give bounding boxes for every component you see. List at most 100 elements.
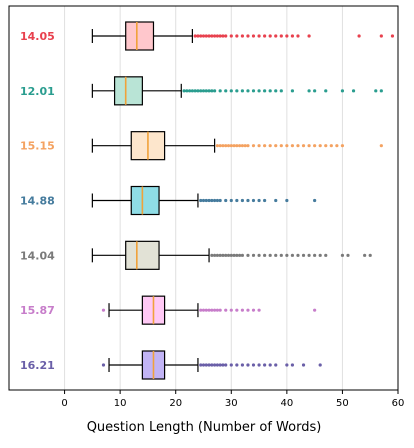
outlier-point [218, 253, 222, 257]
outlier-point [199, 363, 203, 367]
outlier-point [257, 144, 261, 148]
outlier-point [235, 198, 239, 203]
outlier-point [279, 89, 283, 93]
outlier-point [215, 253, 219, 257]
outlier-point [232, 144, 236, 148]
outlier-point [251, 308, 256, 312]
x-axis-label: Question Length (Number of Words) [87, 420, 322, 435]
row-label-layer: 14.05 12.01 15.15 14.88 14.04 15.87 16.21 [20, 30, 55, 372]
outlier-point [235, 144, 239, 148]
outlier-point [268, 89, 272, 93]
outlier-point [204, 34, 208, 38]
outlier-point [257, 34, 261, 38]
outlier-point [285, 253, 289, 257]
outlier-point [257, 198, 261, 203]
outlier-point [210, 253, 214, 257]
outlier-point [199, 198, 203, 203]
outlier-point [346, 253, 350, 257]
outlier-point [101, 363, 106, 367]
outlier-point [340, 253, 345, 257]
outlier-point [210, 308, 214, 312]
outlier-point [235, 253, 239, 257]
outlier-point [307, 34, 311, 38]
outlier-point [257, 89, 261, 93]
outlier-point [201, 198, 206, 203]
outlier-point [313, 253, 317, 257]
outlier-layer [101, 34, 395, 367]
outlier-point [340, 144, 345, 148]
x-tick-label: 20 [169, 398, 182, 409]
outlier-point [215, 363, 219, 367]
outlier-point [379, 34, 383, 38]
outlier-point [207, 34, 211, 38]
outlier-point [201, 363, 206, 367]
outlier-point [213, 363, 217, 367]
x-tick-label: 60 [392, 398, 405, 409]
outlier-point [246, 363, 250, 367]
outlier-point [307, 253, 311, 257]
outlier-point [213, 308, 217, 312]
outlier-point [246, 34, 250, 38]
outlier-point [257, 363, 261, 367]
outlier-point [379, 144, 383, 148]
outlier-point [274, 34, 278, 38]
outlier-point [246, 89, 250, 93]
outlier-point [188, 89, 192, 93]
box-iqr [113, 76, 143, 106]
outlier-point [193, 89, 197, 93]
outlier-point [290, 89, 295, 93]
outlier-point [240, 253, 244, 257]
outlier-point [246, 198, 250, 203]
outlier-point [379, 89, 383, 93]
outlier-point [285, 34, 289, 38]
outlier-point [229, 144, 233, 148]
outlier-point [199, 34, 203, 38]
outlier-point [213, 198, 217, 203]
outlier-point [301, 363, 306, 367]
outlier-point [213, 34, 217, 38]
outlier-point [224, 308, 228, 312]
outlier-point [313, 144, 317, 148]
outlier-point [218, 34, 222, 38]
outlier-point [190, 89, 194, 93]
outlier-point [268, 144, 272, 148]
box-iqr [125, 240, 160, 270]
outlier-point [240, 34, 244, 38]
outlier-point [307, 89, 311, 93]
outlier-point [207, 89, 211, 93]
outlier-point [324, 144, 328, 148]
row-label: 15.87 [20, 304, 55, 317]
outlier-point [296, 144, 300, 148]
outlier-point [301, 144, 306, 148]
outlier-point [251, 253, 256, 257]
outlier-point [240, 363, 244, 367]
outlier-point [313, 198, 317, 203]
outlier-point [246, 308, 250, 312]
outlier-point [340, 89, 345, 93]
grid-layer [64, 6, 399, 390]
outlier-point [224, 144, 228, 148]
outlier-point [210, 89, 214, 93]
outlier-point [221, 253, 225, 257]
outlier-point [196, 34, 200, 38]
outlier-point [251, 89, 256, 93]
outlier-point [218, 89, 222, 93]
outlier-point [263, 198, 267, 203]
outlier-point [363, 253, 367, 257]
outlier-point [182, 89, 186, 93]
outlier-point [221, 34, 225, 38]
outlier-point [357, 34, 361, 38]
outlier-point [204, 363, 208, 367]
outlier-point [207, 308, 211, 312]
outlier-point [290, 363, 295, 367]
outlier-point [290, 34, 295, 38]
outlier-point [204, 308, 208, 312]
outlier-point [101, 308, 106, 312]
outlier-point [196, 89, 200, 93]
outlier-point [232, 253, 236, 257]
outlier-point [351, 89, 356, 93]
outlier-point [313, 89, 317, 93]
outlier-point [290, 144, 295, 148]
outlier-point [235, 34, 239, 38]
outlier-point [224, 89, 228, 93]
